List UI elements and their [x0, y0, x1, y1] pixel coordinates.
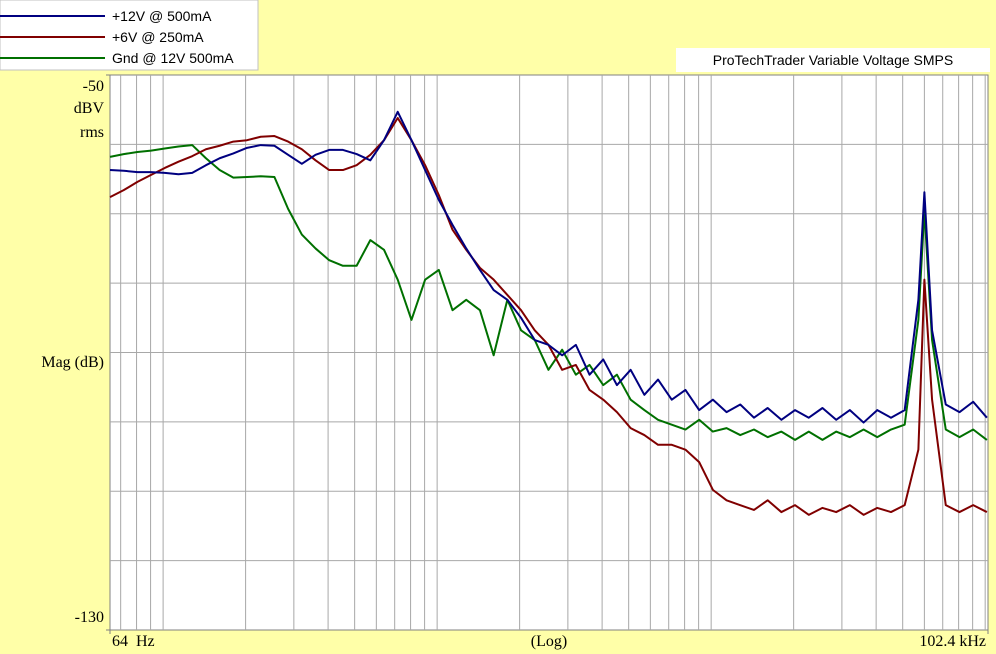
- x-tick-label: 102.4 kHz: [919, 633, 986, 650]
- title-box: [676, 48, 990, 72]
- y-unit: dBV: [74, 100, 105, 117]
- series-lines: [109, 110, 988, 516]
- y-tick-label: -130: [75, 609, 104, 626]
- grid: [110, 75, 988, 630]
- y-axis-label: Mag (dB): [41, 354, 104, 371]
- legend-label: +6V @ 250mA: [112, 29, 204, 45]
- x-axis-label: (Log): [531, 633, 567, 650]
- legend-label: +12V @ 500mA: [112, 8, 212, 24]
- y-unit: rms: [80, 124, 104, 141]
- chart-title: ProTechTrader Variable Voltage SMPS: [713, 52, 953, 68]
- legend-label: Gnd @ 12V 500mA: [112, 50, 234, 66]
- series-line: [109, 144, 988, 441]
- x-tick-label: 64 Hz: [112, 633, 155, 650]
- legend: +12V @ 500mA +6V @ 250mA Gnd @ 12V 500mA: [0, 8, 234, 66]
- series-line: [109, 110, 988, 424]
- series-line: [109, 117, 988, 516]
- y-tick-label: -50: [83, 78, 104, 95]
